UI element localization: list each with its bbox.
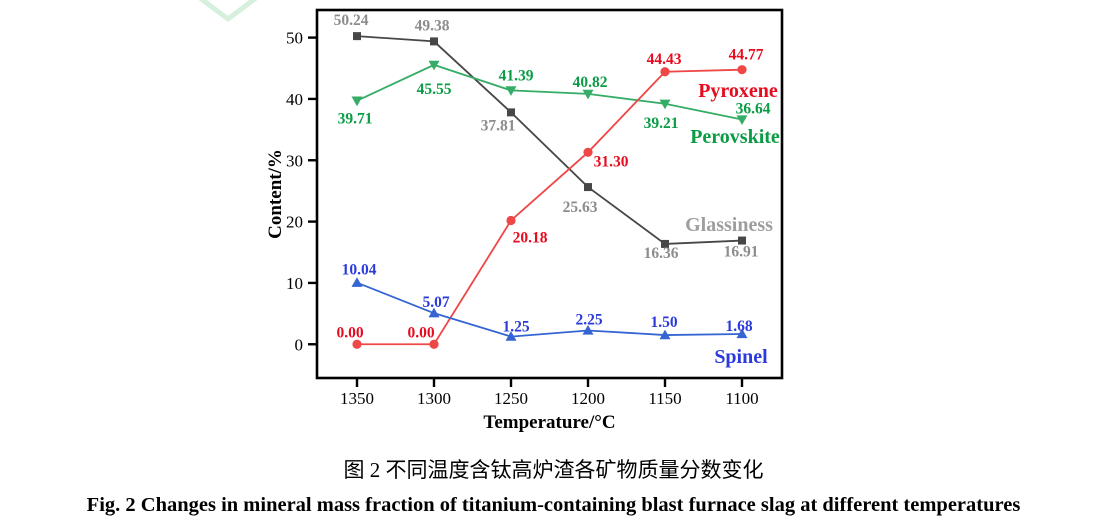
legend-label-glassiness: Glassiness	[685, 214, 773, 236]
series-line-glassiness	[356, 35, 743, 245]
marker-square-glassiness	[353, 32, 361, 41]
caption-chinese: 图 2 不同温度含钛高炉渣各矿物质量分数变化	[343, 458, 764, 482]
y-tick-label: 40	[286, 90, 303, 109]
data-label-perovskite: 41.39	[499, 67, 534, 84]
marker-square-glassiness	[584, 183, 592, 192]
marker-circle-pyroxene	[506, 215, 516, 226]
y-tick-label: 50	[286, 29, 303, 48]
marker-circle-pyroxene	[737, 65, 747, 75]
marker-triangle-down-perovskite	[582, 89, 594, 100]
x-tick-label: 1350	[340, 389, 374, 408]
caption-english: Fig. 2 Changes in mineral mass fraction …	[86, 494, 1021, 516]
y-axis-title: Content/%	[265, 149, 286, 239]
series-line-perovskite	[356, 63, 743, 121]
marker-circle-pyroxene	[660, 67, 670, 77]
y-tick-label: 20	[286, 213, 303, 232]
marker-square-glassiness	[507, 108, 515, 117]
legend-label-perovskite: Perovskite	[690, 126, 780, 148]
data-label-glassiness: 50.24	[334, 12, 369, 29]
data-label-spinel: 2.25	[575, 311, 602, 328]
marker-triangle-up-spinel	[659, 329, 671, 340]
marker-triangle-up-spinel	[736, 328, 748, 339]
data-label-spinel: 5.07	[422, 294, 449, 311]
axis-frame	[315, 8, 784, 380]
data-label-pyroxene: 44.43	[647, 51, 682, 68]
x-tick-label: 1200	[571, 389, 605, 408]
marker-triangle-down-perovskite	[736, 115, 748, 126]
data-label-spinel: 1.25	[502, 319, 529, 336]
x-tick-label: 1100	[725, 389, 758, 408]
marker-triangle-down-perovskite	[428, 60, 440, 71]
y-tick-label: 10	[286, 274, 303, 293]
data-label-pyroxene: 20.18	[513, 229, 548, 246]
legend-label-pyroxene: Pyroxene	[698, 80, 778, 102]
data-label-glassiness: 37.81	[481, 117, 516, 134]
x-tick-label: 1300	[417, 389, 451, 408]
data-label-pyroxene: 44.77	[729, 47, 764, 64]
marker-square-glassiness	[738, 236, 746, 245]
data-label-perovskite: 36.64	[736, 101, 771, 118]
data-label-perovskite: 45.55	[417, 81, 452, 98]
marker-circle-pyroxene	[429, 339, 439, 349]
data-label-spinel: 1.68	[725, 318, 752, 335]
marker-triangle-down-perovskite	[351, 96, 363, 107]
marker-circle-pyroxene	[583, 147, 593, 157]
plot-area: 0 10 20 30 40 50 1350 1300 1250 1200 1150 1100 Conte…	[265, 8, 784, 433]
x-tick-label: 1150	[648, 389, 681, 408]
marker-triangle-up-spinel	[505, 331, 517, 341]
data-label-glassiness: 16.36	[644, 245, 679, 262]
x-axis-title: Temperature/°C	[483, 412, 615, 433]
y-tick-label: 0	[295, 335, 304, 354]
marker-triangle-up-spinel	[582, 324, 594, 335]
data-label-pyroxene: 0.00	[407, 324, 434, 341]
data-label-spinel: 10.04	[342, 262, 377, 279]
data-label-pyroxene: 31.30	[594, 153, 629, 170]
data-label-perovskite: 39.71	[338, 111, 373, 128]
data-label-glassiness: 16.91	[724, 244, 759, 261]
marker-triangle-up-spinel	[428, 307, 440, 318]
mineral-content-chart: 0 10 20 30 40 50 1350 1300 1250 1200 1150 1100 Conte…	[198, 0, 784, 433]
marker-square-glassiness	[661, 239, 669, 248]
marker-square-glassiness	[430, 37, 438, 46]
data-label-spinel: 1.50	[650, 314, 677, 331]
series-line-spinel	[356, 281, 743, 338]
data-label-perovskite: 39.21	[644, 115, 679, 132]
y-tick-label: 30	[286, 151, 303, 170]
marker-triangle-down-perovskite	[505, 86, 517, 96]
data-label-glassiness: 49.38	[415, 17, 450, 34]
legend-label-spinel: Spinel	[714, 346, 768, 368]
data-label-perovskite: 40.82	[573, 74, 608, 91]
marker-triangle-down-perovskite	[659, 99, 671, 110]
data-label-pyroxene: 0.00	[336, 324, 363, 341]
marker-triangle-up-spinel	[351, 277, 363, 287]
x-tick-label: 1250	[494, 389, 528, 408]
data-label-glassiness: 25.63	[563, 199, 598, 216]
marker-circle-pyroxene	[352, 339, 362, 349]
series-line-pyroxene	[357, 68, 743, 346]
watermark-chevron-icon	[198, 0, 258, 23]
